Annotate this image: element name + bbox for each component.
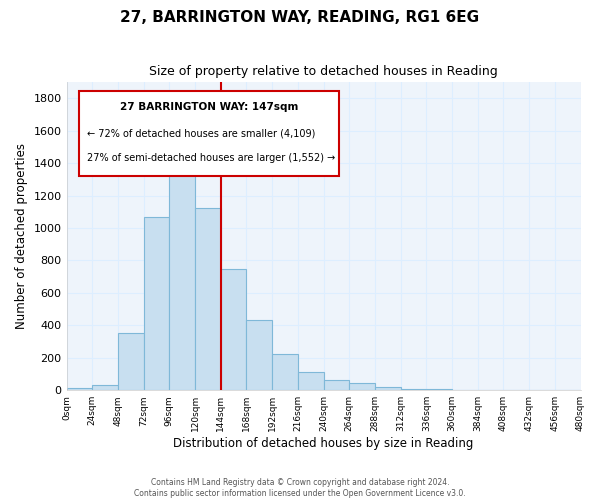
Bar [92, 384, 118, 390]
Text: ← 72% of detached houses are smaller (4,109): ← 72% of detached houses are smaller (4,… [87, 128, 316, 138]
Bar [401, 388, 427, 390]
Bar [195, 208, 221, 390]
Bar [298, 372, 323, 390]
Text: 27, BARRINGTON WAY, READING, RG1 6EG: 27, BARRINGTON WAY, READING, RG1 6EG [121, 10, 479, 25]
Bar [323, 380, 349, 390]
FancyBboxPatch shape [79, 91, 339, 176]
Text: Contains HM Land Registry data © Crown copyright and database right 2024.
Contai: Contains HM Land Registry data © Crown c… [134, 478, 466, 498]
Bar [247, 320, 272, 390]
Bar [143, 218, 169, 390]
X-axis label: Distribution of detached houses by size in Reading: Distribution of detached houses by size … [173, 437, 474, 450]
Bar [221, 270, 247, 390]
Bar [349, 383, 375, 390]
Bar [375, 387, 401, 390]
Bar [169, 152, 195, 390]
Bar [118, 332, 143, 390]
Bar [67, 388, 92, 390]
Bar [272, 354, 298, 390]
Text: 27 BARRINGTON WAY: 147sqm: 27 BARRINGTON WAY: 147sqm [120, 102, 298, 112]
Text: 27% of semi-detached houses are larger (1,552) →: 27% of semi-detached houses are larger (… [87, 153, 335, 163]
Y-axis label: Number of detached properties: Number of detached properties [15, 143, 28, 329]
Title: Size of property relative to detached houses in Reading: Size of property relative to detached ho… [149, 65, 498, 78]
